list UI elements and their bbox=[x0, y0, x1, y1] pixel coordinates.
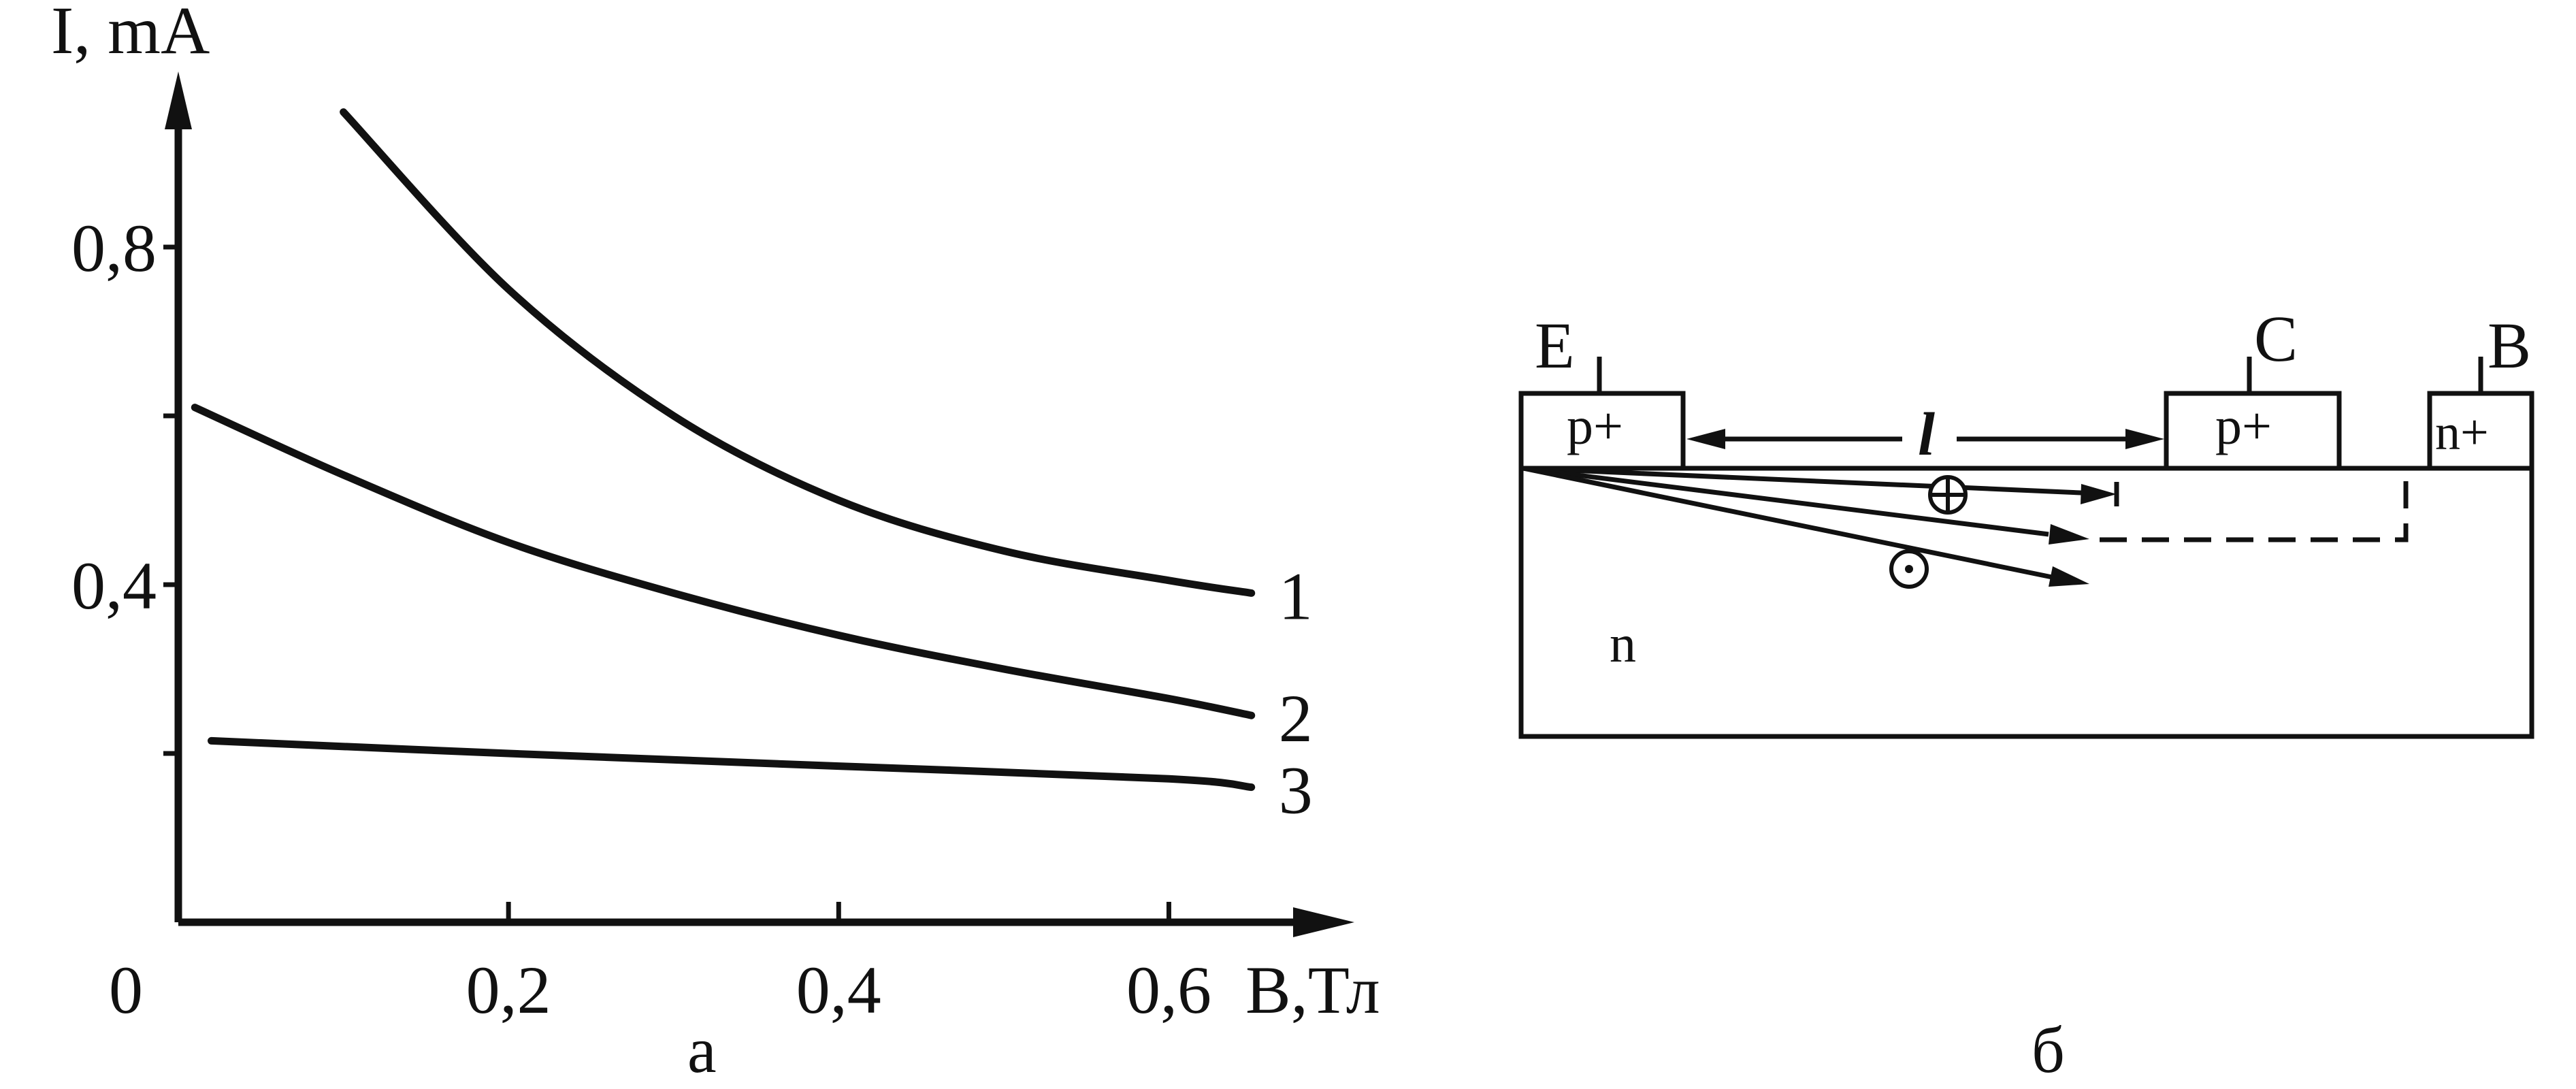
x-axis-label: B,Тл bbox=[1245, 952, 1380, 1028]
series-labels: 1 23 bbox=[1279, 558, 1313, 828]
x-tick-label: 0,2 bbox=[466, 952, 551, 1028]
chart-panel: 0,2 0,4 0,6 0,4 0,8 1 23 I, mA B,Тл 0 а bbox=[51, 0, 1380, 1086]
emitter-region-label: p+ bbox=[1567, 396, 1623, 455]
x-tick-label: 0,6 bbox=[1126, 952, 1211, 1028]
trajectory-2 bbox=[1522, 466, 2049, 537]
x-ticks: 0,2 0,4 0,6 bbox=[466, 902, 1211, 1028]
series-line-1 bbox=[340, 108, 1256, 597]
n-substrate bbox=[1518, 466, 2534, 739]
origin-label: 0 bbox=[109, 952, 143, 1028]
y-tick-label: 0,8 bbox=[71, 210, 157, 286]
y-tick-label: 0,4 bbox=[71, 548, 157, 623]
series-label: 3 bbox=[1279, 753, 1313, 828]
y-axis-label: I, mA bbox=[51, 0, 210, 68]
y-axis-arrowhead bbox=[165, 71, 192, 129]
collector-region-label: p+ bbox=[2215, 396, 2272, 455]
diagram-text: E C B p+ p+ n+ n l б bbox=[1535, 302, 2531, 1086]
series-label: 2 bbox=[1279, 681, 1313, 756]
substrate-label: n bbox=[1610, 614, 1636, 673]
collector-region bbox=[2164, 391, 2342, 471]
panel-label-a: а bbox=[687, 1013, 717, 1086]
trajectory-3 bbox=[1522, 466, 2053, 580]
collector-terminal-label: C bbox=[2254, 302, 2298, 375]
transistor-diagram bbox=[1518, 357, 2534, 739]
panel-label-b: б bbox=[2032, 1013, 2065, 1086]
dashed-boundary bbox=[2100, 468, 2409, 542]
series-label: 1 bbox=[1279, 558, 1313, 634]
series-line-2 bbox=[191, 404, 1256, 719]
trajectory-3-arrowhead bbox=[2049, 566, 2089, 587]
series-line-3 bbox=[208, 736, 1256, 792]
y-ticks: 0,4 0,8 bbox=[71, 210, 178, 756]
x-axis-arrowhead bbox=[1293, 907, 1354, 937]
series-lines bbox=[191, 108, 1256, 792]
distance-label-gap bbox=[1902, 408, 1957, 463]
emitter-region bbox=[1518, 391, 1686, 471]
trajectory-2-arrowhead bbox=[2049, 524, 2089, 544]
distance-label: l bbox=[1918, 401, 1935, 468]
distance-arrowhead-right bbox=[2125, 429, 2164, 449]
x-tick-label: 0,4 bbox=[796, 952, 881, 1028]
distance-arrowhead-left bbox=[1686, 429, 1725, 449]
base-contact-region-label: n+ bbox=[2435, 405, 2489, 461]
emitter-terminal-label: E bbox=[1535, 309, 1575, 382]
dot-symbol-dot bbox=[1905, 565, 1913, 573]
trajectory-1 bbox=[1522, 466, 2097, 496]
trajectory-1-arrowhead bbox=[2081, 484, 2117, 504]
base-terminal-label: B bbox=[2488, 309, 2531, 382]
